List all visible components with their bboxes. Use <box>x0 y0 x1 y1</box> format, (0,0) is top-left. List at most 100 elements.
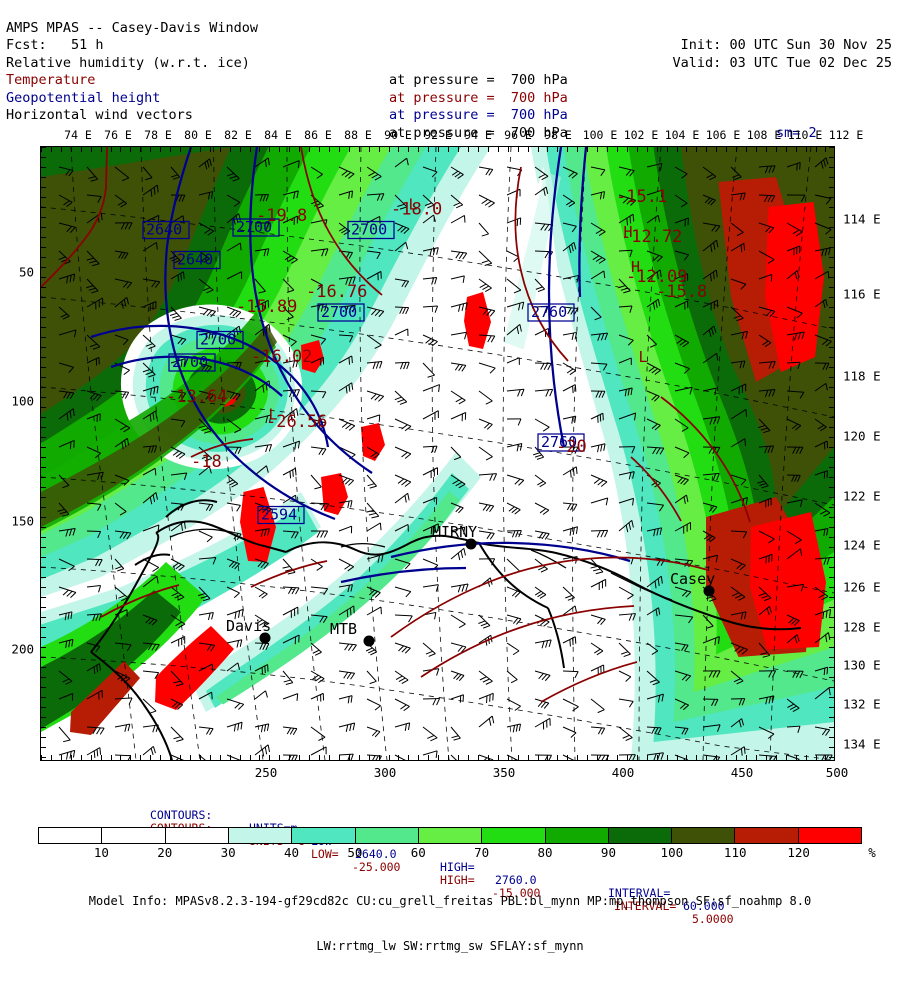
wind-barb <box>170 418 186 428</box>
station-marker[interactable]: MTB <box>330 620 375 647</box>
header-row-3: Relative humidity (w.r.t. ice) at pressu… <box>6 37 894 89</box>
wind-barb <box>674 494 689 504</box>
wind-barb <box>618 278 631 294</box>
wind-barb <box>170 390 187 400</box>
colorbar-segment[interactable] <box>165 828 229 843</box>
wind-barb <box>114 530 132 540</box>
wind-barb <box>814 298 828 308</box>
wind-barb <box>86 356 100 366</box>
wind-barb <box>478 278 492 293</box>
colorbar-segment[interactable] <box>545 828 609 843</box>
wind-barb <box>338 642 357 652</box>
wind-barb <box>646 214 661 224</box>
axis-top-tick: 102 E <box>623 128 659 142</box>
wind-barb <box>646 670 660 686</box>
wind-barb <box>142 278 161 288</box>
field-pressure-temperature: at pressure = 700 hPa <box>389 89 568 106</box>
wind-barb <box>702 416 721 425</box>
temperature-contour-label: -18 <box>191 452 222 472</box>
wind-barb <box>338 418 356 431</box>
wind-barb <box>86 502 102 511</box>
humidity-colorbar[interactable] <box>38 827 862 844</box>
wind-barb <box>758 445 775 454</box>
axis-top-tick: 94 E <box>464 128 492 142</box>
wind-barb <box>422 247 439 257</box>
colorbar-segment[interactable] <box>355 828 419 843</box>
wind-barb <box>394 614 413 623</box>
wind-barb <box>86 530 102 539</box>
wind-barb <box>114 418 131 433</box>
wind-barb <box>366 670 377 685</box>
wind-barb <box>310 502 330 511</box>
axis-right-longitude: 114 E 116 E 118 E 120 E 122 E 124 E 126 E 128 E… <box>843 212 881 752</box>
field-label-temperature: Temperature <box>6 72 96 88</box>
wind-barb <box>58 638 74 649</box>
colorbar-segment[interactable] <box>39 828 103 843</box>
wind-barb <box>674 273 689 282</box>
colorbar-segment[interactable] <box>418 828 483 843</box>
wind-barb <box>394 698 410 712</box>
wind-barb <box>282 359 299 368</box>
wind-barb <box>674 362 690 374</box>
wind-barb <box>58 611 73 621</box>
wind-barb <box>450 250 468 260</box>
wind-barb <box>366 166 382 181</box>
colorbar-segment[interactable] <box>798 828 862 843</box>
wind-barb <box>702 614 714 629</box>
wind-barb <box>674 586 692 598</box>
temperature-extremum-marker: L <box>639 348 648 366</box>
wind-barb <box>786 446 804 454</box>
colorbar-segment[interactable] <box>735 828 799 843</box>
colorbar-segment[interactable] <box>228 828 293 843</box>
wind-barb <box>422 726 438 742</box>
wind-barb <box>450 362 467 372</box>
temperature-contour-label: -15.1 <box>616 187 667 207</box>
wind-barb <box>114 474 130 486</box>
wind-barb <box>758 334 772 348</box>
wind-barb <box>618 166 635 177</box>
wind-barb <box>506 698 521 711</box>
wind-barb <box>618 305 633 313</box>
wind-barb <box>394 222 410 234</box>
wind-barb <box>366 606 382 616</box>
wind-barb <box>254 664 269 675</box>
colorbar-segment[interactable] <box>672 828 736 843</box>
wind-barb <box>422 497 438 505</box>
station-label: Casey <box>670 570 715 588</box>
wind-barb <box>254 359 269 367</box>
wind-barb <box>394 492 410 504</box>
wind-barb <box>394 446 412 459</box>
contour-legend-temperature: CONTOURS: UNITS=°C LOW= -25.000 HIGH= -1… <box>0 809 900 926</box>
colorbar-segment[interactable] <box>292 828 356 843</box>
axis-top-tick: 84 E <box>264 128 292 142</box>
wind-barb <box>394 241 409 252</box>
svg-text:2700: 2700 <box>351 221 387 239</box>
wind-barb <box>338 276 356 285</box>
colorbar-segment[interactable] <box>102 828 166 843</box>
wind-barb <box>254 323 271 337</box>
wind-barb <box>58 670 73 685</box>
wind-barb <box>786 499 803 508</box>
wind-barb <box>562 194 576 208</box>
axis-top-tick: 112 E <box>828 128 864 142</box>
wind-barb <box>618 334 634 346</box>
station-marker[interactable]: MIRNY <box>432 523 477 550</box>
station-marker[interactable]: Casey <box>670 570 715 597</box>
wind-barb <box>506 301 525 311</box>
wind-barb <box>814 334 832 347</box>
wind-barb <box>282 693 299 701</box>
colorbar-segment[interactable] <box>482 828 546 843</box>
wind-barb <box>198 278 214 294</box>
wind-barb <box>590 390 606 398</box>
station-marker[interactable]: Davis <box>226 617 271 644</box>
wind-barb <box>338 190 354 199</box>
wind-barb <box>618 357 632 365</box>
colorbar-tick: 120 <box>787 845 810 860</box>
wind-barb <box>254 414 272 424</box>
wind-barb <box>142 467 157 476</box>
colorbar-segment[interactable] <box>608 828 673 843</box>
map-plot-area[interactable]: 2640 2640 2700 2700 2700 2700 2700 2760 2760 2594… <box>40 146 835 761</box>
wind-barb <box>422 334 438 347</box>
wind-barb <box>422 194 435 209</box>
wind-barb <box>702 325 717 337</box>
